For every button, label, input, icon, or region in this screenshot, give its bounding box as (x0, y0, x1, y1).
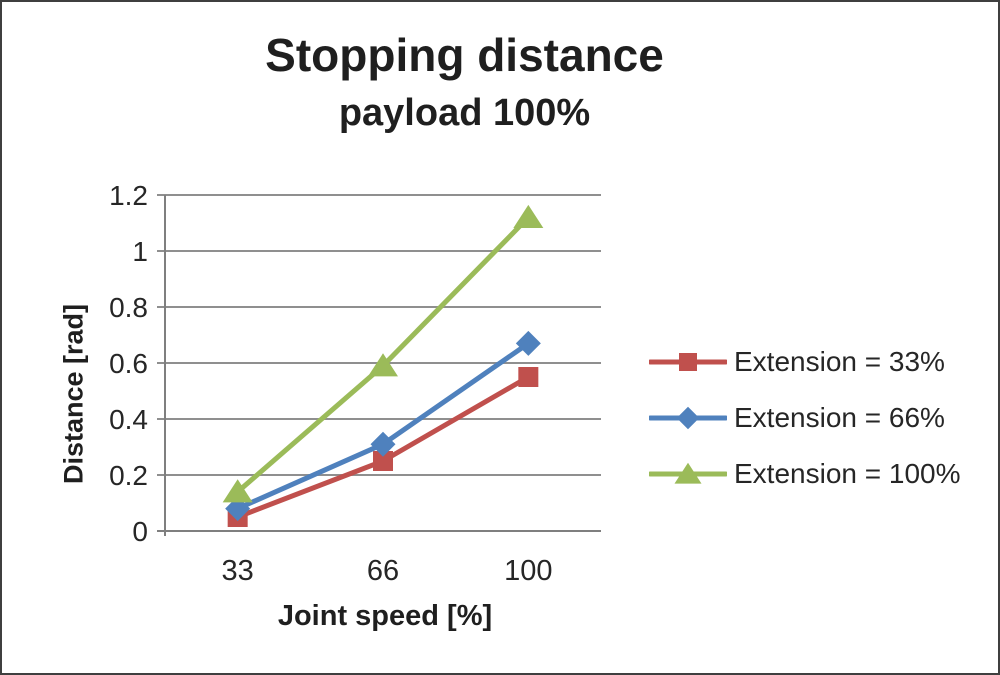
data-point-marker (679, 353, 697, 371)
x-axis-title: Joint speed [%] (277, 600, 493, 632)
x-tick-label: 66 (367, 555, 399, 587)
data-point-marker (674, 462, 702, 484)
y-tick-label: 0.6 (109, 348, 148, 379)
legend-marker-triangle-icon (649, 462, 727, 484)
legend-marker-square-icon (649, 353, 727, 371)
legend-marker-diamond-icon (649, 406, 727, 430)
data-point-marker (368, 353, 398, 377)
y-tick-label: 1.2 (109, 180, 148, 211)
legend-item: Extension = 33% (649, 334, 961, 390)
y-axis-title: Distance [rad] (58, 303, 89, 485)
data-point-marker (676, 406, 700, 430)
legend-label: Extension = 100% (734, 458, 961, 489)
data-point-marker (370, 431, 396, 457)
data-point-marker (513, 204, 544, 229)
y-tick-label: 0.2 (109, 460, 148, 491)
x-tick-label: 100 (504, 555, 552, 587)
x-tick-label: 33 (222, 555, 254, 587)
data-point-marker (222, 479, 253, 503)
chart-title: Stopping distance (265, 29, 664, 81)
legend-item: Extension = 100% (649, 446, 961, 502)
legend-label: Extension = 33% (734, 346, 945, 377)
y-tick-label: 0.4 (109, 404, 148, 435)
data-point-marker (518, 367, 539, 387)
data-point-marker (515, 330, 541, 356)
chart-subtitle: payload 100% (338, 92, 591, 134)
legend-item: Extension = 66% (649, 390, 961, 446)
legend: Extension = 33% Extension = 66% Extensio… (649, 334, 961, 502)
data-point-marker (373, 451, 393, 471)
y-tick-label: 0.8 (109, 292, 148, 323)
y-tick-label: 0 (132, 516, 148, 547)
y-tick-label: 1 (132, 236, 148, 267)
legend-label: Extension = 66% (734, 402, 945, 433)
